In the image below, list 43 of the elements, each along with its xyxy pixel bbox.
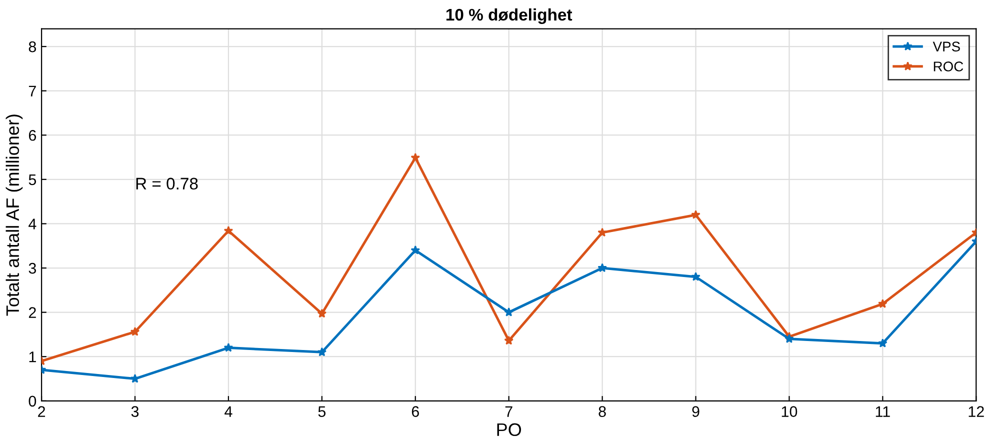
point [130, 374, 140, 383]
legend-label: ROC [934, 62, 964, 72]
point [410, 152, 420, 162]
x-tick-label: 5 [318, 406, 326, 417]
y-tick-label: 4 [28, 218, 36, 230]
y-axis-title: Totalt antall AF (millioner) [6, 114, 23, 316]
x-axis-title: PO [497, 423, 522, 436]
point [317, 347, 327, 356]
y-tick-label: 1 [29, 352, 36, 362]
x-tick-label: 3 [131, 406, 139, 417]
y-tick-label: 8 [28, 41, 36, 52]
y-tick-label: 2 [28, 307, 36, 318]
y-tick-label: 5 [28, 174, 36, 186]
x-tick-label: 10 [782, 406, 798, 417]
point [224, 342, 234, 352]
y-tick-label: 6 [28, 130, 36, 141]
point [598, 263, 607, 272]
point [410, 245, 420, 254]
x-tick-label: 2 [38, 406, 46, 417]
y-tick-label: 7 [28, 86, 36, 96]
point [130, 326, 140, 336]
x-tick-label: 4 [224, 406, 232, 417]
point [224, 226, 234, 235]
point [504, 336, 514, 345]
point [691, 272, 700, 281]
point [504, 307, 514, 316]
x-tick-label: 12 [968, 406, 984, 417]
point [317, 308, 327, 318]
point [878, 338, 888, 348]
point [691, 210, 700, 219]
point [878, 299, 888, 308]
x-tick-label: 6 [412, 406, 419, 417]
y-tick-label: 3 [28, 262, 36, 274]
x-tick-label: 7 [505, 406, 512, 417]
x-tick-label: 9 [692, 406, 700, 417]
legend-label: VPS [932, 42, 960, 52]
x-tick-label: 8 [598, 406, 606, 417]
x-tick-label: 11 [876, 406, 890, 417]
y-tick-label: 0 [28, 396, 36, 407]
point [598, 228, 607, 237]
annotation: R = 0.78 [136, 178, 198, 190]
chart-title: 10 % dødelighet [446, 8, 572, 24]
point [784, 334, 794, 343]
